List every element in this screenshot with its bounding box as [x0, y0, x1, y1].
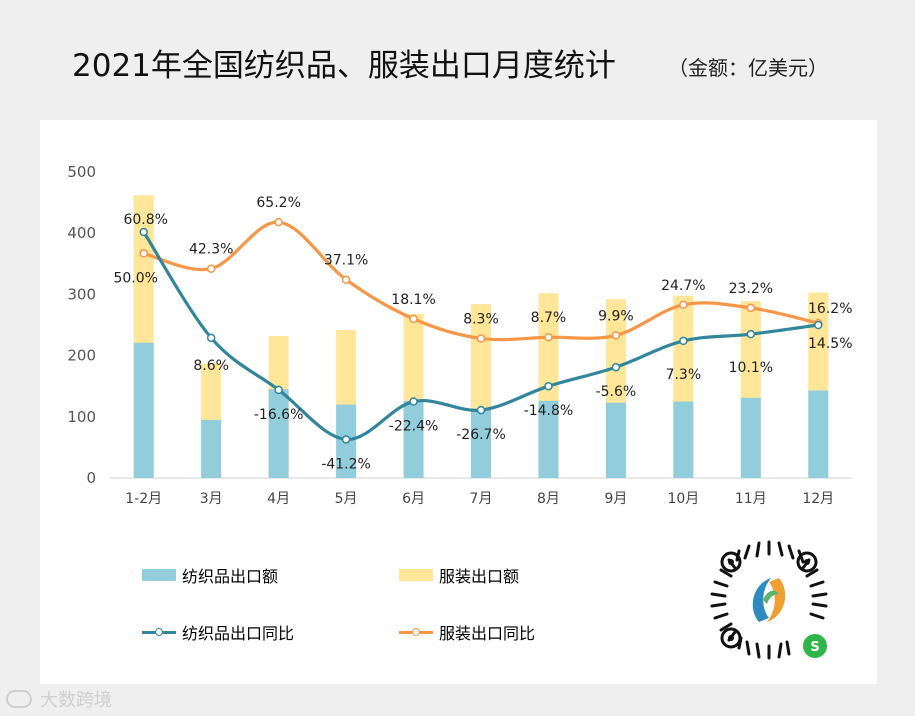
page-title: 2021年全国纺织品、服装出口月度统计 [72, 48, 616, 84]
point-textile-yoy [206, 333, 216, 343]
point-apparel-yoy [274, 217, 283, 227]
point-textile-yoy [476, 405, 486, 415]
point-textile-yoy [611, 362, 621, 372]
legend-swatch-apparel-line [399, 626, 433, 638]
point-textile-yoy [679, 336, 688, 346]
y-tick-label: 100 [67, 408, 96, 426]
data-label-textile-yoy: 10.1% [729, 360, 773, 376]
qr-code-icon[interactable]: S [707, 538, 831, 662]
unit-note: （金额：亿美元） [668, 56, 828, 80]
point-apparel-yoy [409, 314, 418, 324]
data-label-textile-yoy: -41.2% [321, 456, 371, 472]
svg-text:S: S [810, 640, 819, 655]
data-label-textile-yoy: -22.4% [389, 419, 439, 435]
legend-textile-export[interactable]: 纺织品出口额 [142, 563, 278, 587]
watermark-text: 大数跨境 [40, 690, 112, 711]
x-tick-label: 5月 [335, 491, 358, 507]
x-tick-label: 10月 [667, 491, 699, 507]
point-textile-yoy [341, 435, 351, 444]
bar-textile [201, 419, 222, 478]
point-textile-yoy [746, 329, 756, 339]
x-tick-label: 1-2月 [125, 491, 162, 507]
point-textile-yoy [409, 397, 418, 406]
legend-apparel-yoy[interactable]: 服装出口同比 [399, 620, 535, 644]
legend-label-apparel-yoy: 服装出口同比 [439, 624, 536, 643]
point-textile-yoy [814, 320, 823, 330]
point-apparel-yoy [341, 275, 351, 284]
data-label-textile-yoy: 14.5% [808, 336, 852, 352]
legend-textile-yoy[interactable]: 纺织品出口同比 [142, 620, 294, 644]
data-label-textile-yoy: 7.3% [666, 367, 702, 383]
point-apparel-yoy [476, 334, 486, 343]
bar-textile [740, 397, 761, 478]
legend-swatch-textile-line [142, 626, 176, 638]
point-apparel-yoy [746, 303, 756, 313]
watermark-logo-icon [6, 690, 32, 708]
data-label-apparel-yoy: 8.3% [463, 311, 499, 327]
legend-apparel-export[interactable]: 服装出口额 [399, 563, 519, 587]
watermark: 大数跨境 [6, 686, 112, 712]
data-label-apparel-yoy: 23.2% [729, 281, 773, 297]
data-label-textile-yoy: 8.6% [193, 358, 229, 374]
x-tick-label: 12月 [802, 491, 834, 507]
x-tick-label: 3月 [200, 491, 223, 507]
y-tick-label: 300 [67, 285, 96, 303]
bar-textile [403, 400, 424, 478]
y-tick-label: 400 [67, 224, 96, 242]
data-label-apparel-yoy: 9.9% [598, 308, 634, 324]
legend-label-textile-export: 纺织品出口额 [182, 567, 279, 586]
legend-label-apparel-export: 服装出口额 [439, 567, 520, 586]
point-apparel-yoy [206, 264, 216, 273]
chart-panel: 0 100 200 300 400 500 1-2月 3月 4月 5月 6月 7月 8月 9月 10月 11月… [40, 120, 877, 684]
data-label-apparel-yoy: 18.1% [391, 292, 435, 308]
x-tick-label: 6月 [402, 491, 425, 507]
legend-label-textile-yoy: 纺织品出口同比 [182, 624, 295, 643]
point-apparel-yoy [139, 249, 148, 258]
bar-textile [133, 342, 154, 478]
data-label-apparel-yoy: 37.1% [324, 253, 368, 269]
data-label-textile-yoy: 60.8% [123, 212, 167, 228]
point-textile-yoy [139, 227, 148, 237]
data-label-apparel-yoy: 16.2% [808, 301, 852, 317]
data-label-apparel-yoy: 50.0% [113, 270, 157, 286]
x-tick-label: 7月 [470, 491, 493, 507]
bar-textile [268, 389, 289, 478]
bar-textile [605, 402, 626, 478]
data-label-textile-yoy: -16.6% [254, 407, 304, 423]
data-label-textile-yoy: -26.7% [456, 427, 506, 443]
export-chart: 0 100 200 300 400 500 1-2月 3月 4月 5月 6月 7月 8月 9月 10月 11月… [67, 163, 852, 507]
point-textile-yoy [544, 381, 553, 391]
x-tick-label: 9月 [604, 491, 627, 507]
line-textile-yoy [142, 231, 819, 442]
data-label-apparel-yoy: 42.3% [189, 242, 233, 258]
point-apparel-yoy [544, 332, 553, 342]
bar-textile [538, 400, 559, 478]
y-tick-label: 200 [67, 347, 96, 365]
data-label-apparel-yoy: 8.7% [531, 310, 567, 326]
point-textile-yoy [274, 385, 283, 395]
legend-swatch-apparel-bar [399, 569, 433, 581]
data-label-apparel-yoy: 24.7% [661, 278, 705, 294]
point-apparel-yoy [679, 300, 688, 310]
x-tick-label: 4月 [267, 491, 290, 507]
data-label-textile-yoy: -5.6% [596, 384, 637, 400]
y-tick-label: 0 [86, 469, 96, 487]
data-label-textile-yoy: -14.8% [524, 403, 574, 419]
legend-swatch-textile-bar [142, 569, 176, 581]
x-tick-label: 8月 [537, 491, 560, 507]
y-tick-label: 500 [67, 163, 96, 181]
point-apparel-yoy [611, 331, 621, 340]
bar-textile [471, 409, 491, 478]
bar-textile [673, 401, 694, 478]
data-label-apparel-yoy: 65.2% [256, 195, 300, 211]
x-tick-label: 11月 [735, 491, 767, 507]
bar-textile [808, 390, 829, 478]
